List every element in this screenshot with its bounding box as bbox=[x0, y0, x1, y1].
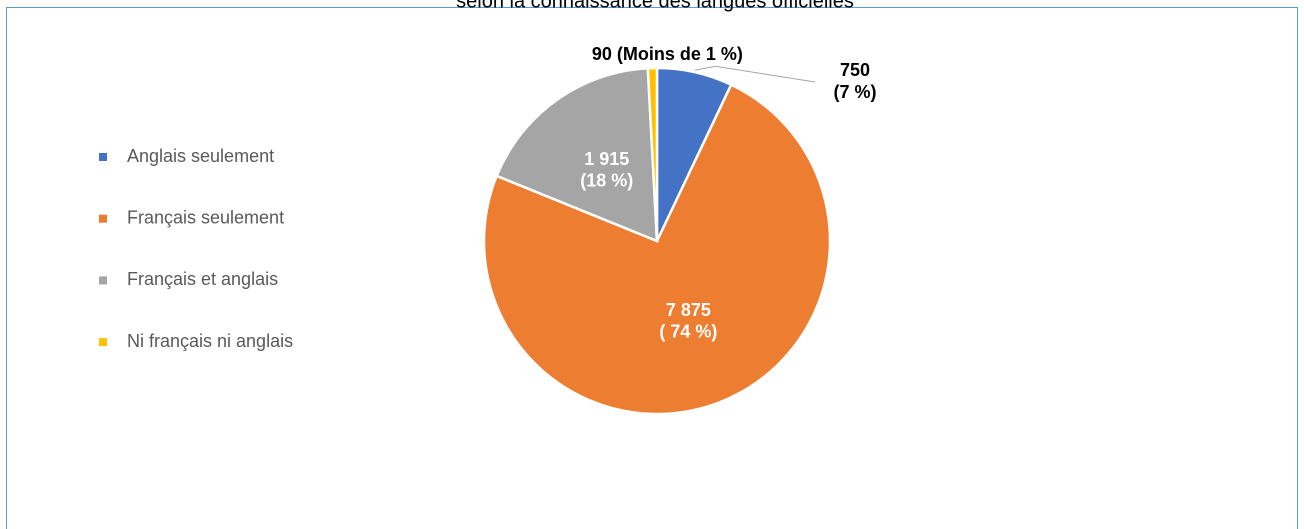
data-label: 7 875( 74 %) bbox=[659, 300, 717, 342]
legend-label: Français et anglais bbox=[127, 269, 278, 289]
legend-swatch bbox=[99, 214, 107, 223]
leader-line bbox=[694, 65, 816, 83]
pie-slice bbox=[646, 66, 659, 242]
data-label: 90 (Moins de 1 %) bbox=[592, 44, 743, 64]
data-label: 1 915 (18 %) bbox=[580, 149, 633, 191]
legend-swatch bbox=[99, 276, 107, 285]
legend-swatch bbox=[99, 153, 107, 161]
chart-title: selon la connaissance des langues offici… bbox=[456, 0, 854, 12]
data-label: 750 (7 %) bbox=[833, 60, 876, 102]
legend-label: Français seulement bbox=[127, 207, 284, 227]
legend-label: Ni français ni anglais bbox=[127, 331, 293, 351]
pie-slice bbox=[482, 83, 832, 416]
pie-slice bbox=[495, 66, 659, 243]
legend-label: Anglais seulement bbox=[127, 146, 274, 166]
legend-swatch bbox=[99, 338, 107, 347]
